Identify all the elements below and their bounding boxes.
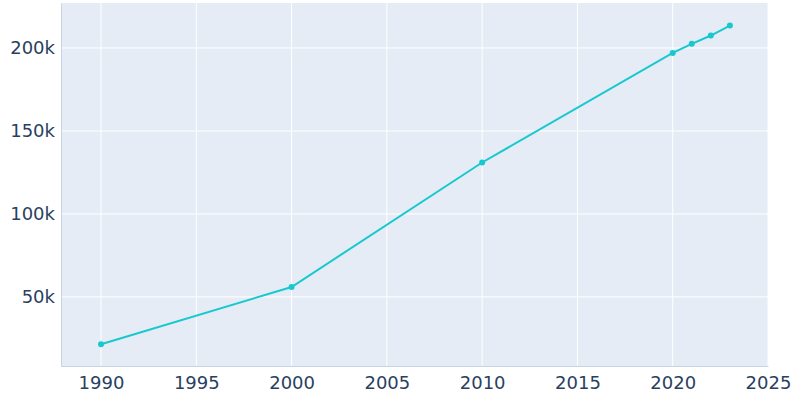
- chart-container: 1990 1995 2000 2005 2010 2015 2020 2025 50k 100k 1…: [0, 0, 800, 400]
- grid-line: [291, 3, 292, 366]
- grid-line: [61, 296, 768, 297]
- grid-line: [386, 3, 387, 366]
- tick: 2020: [650, 366, 696, 393]
- grid-line: [61, 130, 768, 131]
- tick: 50k: [22, 286, 61, 307]
- grid-line: [482, 3, 483, 366]
- data-point: [289, 284, 295, 290]
- grid-line: [672, 3, 673, 366]
- data-point: [670, 50, 676, 56]
- axis-line: [61, 4, 62, 367]
- tick: 2000: [269, 366, 315, 393]
- tick: 2010: [460, 366, 506, 393]
- grid-line: [196, 3, 197, 366]
- tick: 100k: [10, 203, 61, 224]
- data-layer: [98, 23, 733, 348]
- data-point: [98, 341, 104, 347]
- tick: 2005: [364, 366, 410, 393]
- grid-line: [101, 3, 102, 366]
- tick-label: 2015: [555, 372, 601, 393]
- chart-svg: 1990 1995 2000 2005 2010 2015 2020 2025 50k 100k 1…: [0, 0, 800, 400]
- data-point: [689, 41, 695, 47]
- tick-label: 2025: [746, 372, 792, 393]
- grid: [61, 3, 768, 366]
- tick: 1995: [174, 366, 220, 393]
- tick-label: 2010: [460, 372, 506, 393]
- tick-label: 1995: [174, 372, 220, 393]
- plot: 1990 1995 2000 2005 2010 2015 2020 2025 50k 100k 1…: [10, 3, 791, 393]
- grid-line: [61, 213, 768, 214]
- grid-line: [577, 3, 578, 366]
- tick: 2015: [555, 366, 601, 393]
- tick-label: 2005: [364, 372, 410, 393]
- tick: 200k: [10, 37, 61, 58]
- data-line: [101, 26, 730, 345]
- plot-background: [61, 3, 768, 366]
- grid-line: [768, 3, 769, 366]
- tick-label: 1990: [79, 372, 125, 393]
- tick-label: 2020: [650, 372, 696, 393]
- tick-label: 200k: [10, 37, 55, 58]
- tick: 1990: [79, 366, 125, 393]
- data-point: [727, 23, 733, 29]
- data-point: [708, 33, 714, 39]
- data-point: [479, 160, 485, 166]
- axis-line: [62, 366, 769, 367]
- x-axis: 1990 1995 2000 2005 2010 2015 2020 2025: [62, 366, 792, 393]
- tick-label: 2000: [269, 372, 315, 393]
- tick-label: 50k: [22, 286, 56, 307]
- tick-label: 150k: [10, 120, 55, 141]
- tick: 2025: [746, 366, 792, 393]
- tick-label: 100k: [10, 203, 55, 224]
- y-axis: 50k 100k 150k 200k: [10, 4, 61, 367]
- tick: 150k: [10, 120, 61, 141]
- grid-line: [61, 47, 768, 48]
